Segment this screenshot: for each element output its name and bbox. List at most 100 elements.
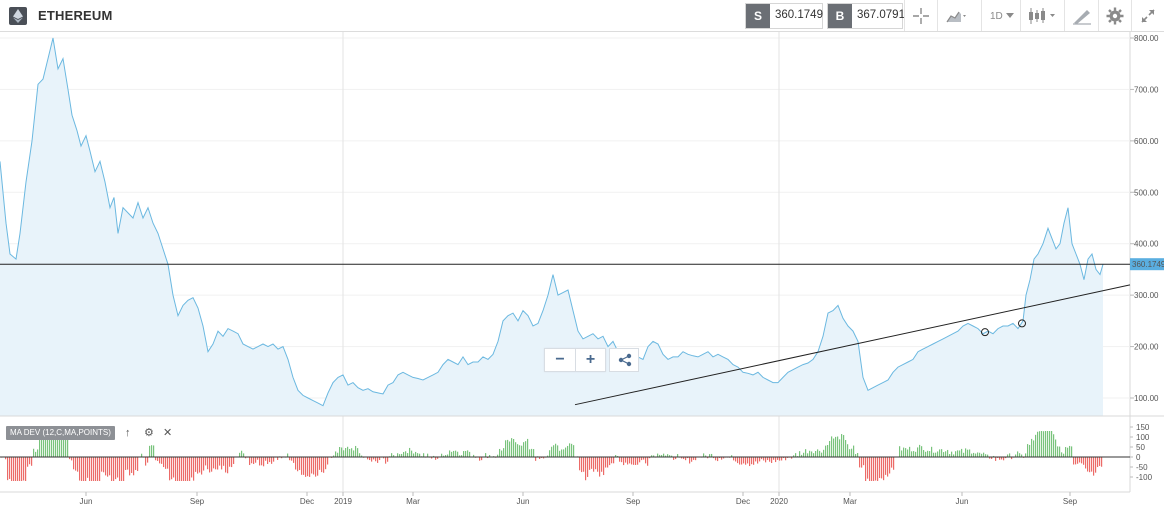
- histogram-bar: [711, 453, 713, 457]
- histogram-bar: [1101, 457, 1103, 467]
- histogram-bar: [811, 451, 813, 457]
- histogram-bar: [657, 453, 659, 457]
- histogram-bar: [1055, 439, 1057, 457]
- histogram-bar: [923, 450, 925, 457]
- histogram-bar: [415, 451, 417, 457]
- trend-line: [574, 284, 1131, 406]
- histogram-bar: [315, 457, 317, 477]
- time-tick-label: Sep: [626, 497, 641, 506]
- histogram-bar: [637, 457, 639, 465]
- histogram-bar: [1095, 457, 1097, 473]
- histogram-bar: [821, 452, 823, 457]
- crosshair-button[interactable]: [904, 0, 936, 31]
- histogram-bar: [441, 453, 443, 457]
- fullscreen-button[interactable]: [1131, 0, 1164, 31]
- histogram-bar: [369, 457, 371, 461]
- histogram-bar: [75, 457, 77, 471]
- histogram-bar: [299, 457, 301, 471]
- indicator-tick-label: -100: [1136, 473, 1153, 482]
- histogram-bar: [1039, 431, 1041, 457]
- indicator-tick-label: 100: [1136, 433, 1150, 442]
- histogram-bar: [435, 457, 437, 460]
- histogram-bar: [391, 453, 393, 457]
- histogram-bar: [87, 457, 89, 478]
- histogram-bar: [783, 457, 785, 459]
- histogram-bar: [159, 457, 161, 464]
- histogram-bar: [973, 452, 975, 457]
- histogram-bar: [935, 452, 937, 457]
- histogram-bar: [771, 457, 773, 463]
- histogram-bar: [443, 455, 445, 457]
- histogram-bar: [803, 452, 805, 457]
- timeframe-button[interactable]: 1D: [981, 0, 1019, 31]
- histogram-bar: [405, 451, 407, 457]
- histogram-bar: [1061, 452, 1063, 457]
- histogram-bar: [163, 457, 165, 468]
- histogram-bar: [311, 457, 313, 474]
- histogram-bar: [265, 457, 267, 461]
- histogram-bar: [271, 457, 273, 464]
- indicator-gear-icon[interactable]: ⚙: [144, 427, 154, 439]
- ethereum-icon: [9, 7, 27, 25]
- histogram-bar: [1011, 457, 1013, 460]
- indicator-label[interactable]: MA DEV (12,C,MA,POINTS): [6, 426, 115, 440]
- sell-quote[interactable]: S 360.1749: [745, 3, 823, 29]
- histogram-bar: [651, 455, 653, 457]
- histogram-bar: [683, 457, 685, 460]
- histogram-bar: [81, 457, 83, 481]
- histogram-bar: [377, 457, 379, 463]
- arrow-up-icon[interactable]: ↑: [125, 427, 131, 439]
- histogram-bar: [453, 450, 455, 457]
- histogram-bar: [211, 457, 213, 472]
- histogram-bar: [993, 455, 995, 457]
- histogram-bar: [149, 445, 151, 457]
- histogram-bar: [155, 457, 157, 461]
- histogram-bar: [133, 457, 135, 476]
- histogram-bar: [587, 457, 589, 477]
- histogram-bar: [867, 457, 869, 479]
- gear-icon: [1106, 7, 1124, 25]
- histogram-bar: [929, 451, 931, 457]
- histogram-bar: [865, 457, 867, 481]
- buy-quote[interactable]: B 367.0791: [827, 3, 905, 29]
- histogram-bar: [1037, 431, 1039, 457]
- histogram-bar: [921, 446, 923, 457]
- price-chart[interactable]: 800.00 700.00 600.00 500.00 400.00 300.00 200.…: [0, 32, 1164, 510]
- histogram-bar: [33, 448, 35, 457]
- histogram-bar: [323, 457, 325, 473]
- share-icon: [618, 353, 632, 367]
- histogram-bar: [349, 448, 351, 457]
- zoom-out-button[interactable]: −: [555, 351, 565, 368]
- histogram-bar: [325, 457, 327, 470]
- close-icon[interactable]: ✕: [163, 427, 173, 439]
- histogram-bar: [535, 457, 537, 461]
- histogram-bar: [565, 447, 567, 457]
- histogram-bar: [869, 457, 871, 481]
- histogram-bar: [113, 457, 115, 481]
- drawing-tools-button[interactable]: [1064, 0, 1097, 31]
- chart-type-button[interactable]: [937, 0, 980, 31]
- histogram-bar: [585, 457, 587, 481]
- histogram-bar: [1077, 457, 1079, 464]
- time-tick-label: Dec: [736, 497, 750, 506]
- histogram-bar: [609, 457, 611, 466]
- chart-canvas[interactable]: 800.00 700.00 600.00 500.00 400.00 300.00 200.…: [0, 32, 1164, 510]
- histogram-bar: [147, 457, 149, 463]
- indicator-tick-label: 50: [1136, 443, 1145, 452]
- histogram-bar: [321, 457, 323, 473]
- histogram-bar: [85, 457, 87, 481]
- share-button[interactable]: [609, 348, 639, 372]
- histogram-bar: [79, 457, 81, 481]
- candle-type-button[interactable]: [1020, 0, 1063, 31]
- histogram-bar: [173, 457, 175, 478]
- histogram-bar: [899, 446, 901, 457]
- settings-button[interactable]: [1098, 0, 1130, 31]
- histogram-bar: [519, 445, 521, 457]
- histogram-bar: [681, 457, 683, 459]
- histogram-bar: [909, 446, 911, 457]
- histogram-bar: [119, 457, 121, 481]
- histogram-bar: [669, 455, 671, 457]
- histogram-bar: [181, 457, 183, 481]
- histogram-bar: [925, 451, 927, 457]
- zoom-in-button[interactable]: +: [575, 349, 605, 371]
